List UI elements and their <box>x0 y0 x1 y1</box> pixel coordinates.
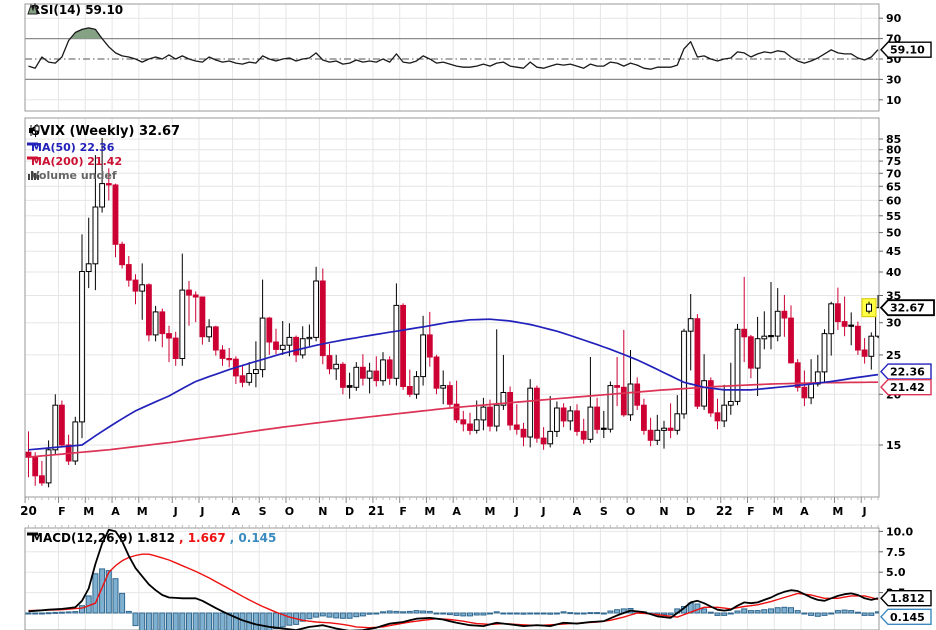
axis-callout: 1.812 <box>880 590 932 607</box>
x-axis-month-label: M <box>485 505 496 518</box>
macd-signal-line <box>28 553 879 629</box>
axis-tick-label: 40 <box>886 266 902 279</box>
axis-callout: 59.10 <box>880 41 932 58</box>
axis-tick-label: 65 <box>886 180 901 193</box>
axis-callout: 32.67 <box>879 299 935 317</box>
x-axis-month-label: F <box>399 505 407 518</box>
axis-callout: 22.36 <box>880 363 932 380</box>
axis-tick-label: 35 <box>886 290 901 303</box>
x-axis-month-label: A <box>111 505 120 518</box>
x-axis-month-label: A <box>800 505 809 518</box>
x-axis-month-label: A <box>573 505 582 518</box>
x-axis-month-label: M <box>772 505 783 518</box>
ma50-line <box>28 318 879 451</box>
x-axis-month-label: J <box>541 505 546 518</box>
svg-text:0.145: 0.145 <box>890 611 925 624</box>
axes: 9070503010858075706560555045403530252015… <box>20 12 935 626</box>
axis-callout: 21.42 <box>880 378 932 396</box>
axis-tick-label: 30 <box>886 73 902 86</box>
svg-text:59.10: 59.10 <box>890 44 925 57</box>
x-axis-month-label: O <box>285 505 294 518</box>
axis-tick-label: 5.0 <box>886 566 906 579</box>
svg-text:1.812: 1.812 <box>890 592 925 605</box>
axis-tick-label: 55 <box>886 210 901 223</box>
axis-tick-label: 10.0 <box>886 525 913 538</box>
x-axis-month-label: J <box>862 505 867 518</box>
x-axis-month-label: S <box>600 505 608 518</box>
axis-tick-label: 85 <box>886 133 901 146</box>
macd-histogram <box>25 568 879 630</box>
axis-tick-label: 15 <box>886 439 901 452</box>
axis-tick-label: 10 <box>886 94 902 107</box>
axis-callout: 0.145 <box>880 608 932 626</box>
x-axis-month-label: A <box>452 505 461 518</box>
x-axis-month-label: M <box>832 505 843 518</box>
x-axis-month-label: D <box>345 505 354 518</box>
axis-tick-label: 90 <box>886 12 902 25</box>
x-axis-month-label: D <box>686 505 695 518</box>
axis-tick-label: 25 <box>886 349 901 362</box>
x-axis-month-label: J <box>514 505 519 518</box>
x-axis-year-label: 20 <box>20 504 37 518</box>
svg-text:22.36: 22.36 <box>890 366 925 379</box>
axis-tick-label: 60 <box>886 194 902 207</box>
x-axis-month-label: O <box>626 505 635 518</box>
ma200-line <box>28 381 878 459</box>
rsi-line <box>28 27 879 70</box>
x-axis-year-label: 22 <box>716 504 733 518</box>
axis-tick-label: 75 <box>886 155 901 168</box>
axis-tick-label: 50 <box>886 227 902 240</box>
axis-tick-label: 7.5 <box>886 546 906 559</box>
macd-line <box>28 528 879 630</box>
axis-tick-label: 30 <box>886 317 902 330</box>
x-axis-month-label: F <box>747 505 755 518</box>
x-axis-month-label: F <box>58 505 66 518</box>
x-axis-month-label: M <box>424 505 435 518</box>
x-axis-month-label: N <box>318 505 327 518</box>
x-axis-month-label: J <box>199 505 204 518</box>
series <box>25 27 879 630</box>
axis-tick-label: 70 <box>886 167 902 180</box>
x-axis-month-label: S <box>259 505 267 518</box>
axis-tick-label: 80 <box>886 144 902 157</box>
x-axis-month-label: J <box>173 505 178 518</box>
x-axis-month-label: A <box>232 505 241 518</box>
svg-text:32.67: 32.67 <box>890 302 925 315</box>
x-axis-month-label: M <box>83 505 94 518</box>
axis-tick-label: 45 <box>886 245 901 258</box>
current-candle-marker <box>861 298 877 318</box>
svg-text:21.42: 21.42 <box>890 381 925 394</box>
x-axis-year-label: 21 <box>368 504 385 518</box>
x-axis-month-label: M <box>137 505 148 518</box>
rsi-overbought-fill <box>70 27 103 39</box>
candles <box>25 138 879 488</box>
x-axis-month-label: N <box>659 505 668 518</box>
